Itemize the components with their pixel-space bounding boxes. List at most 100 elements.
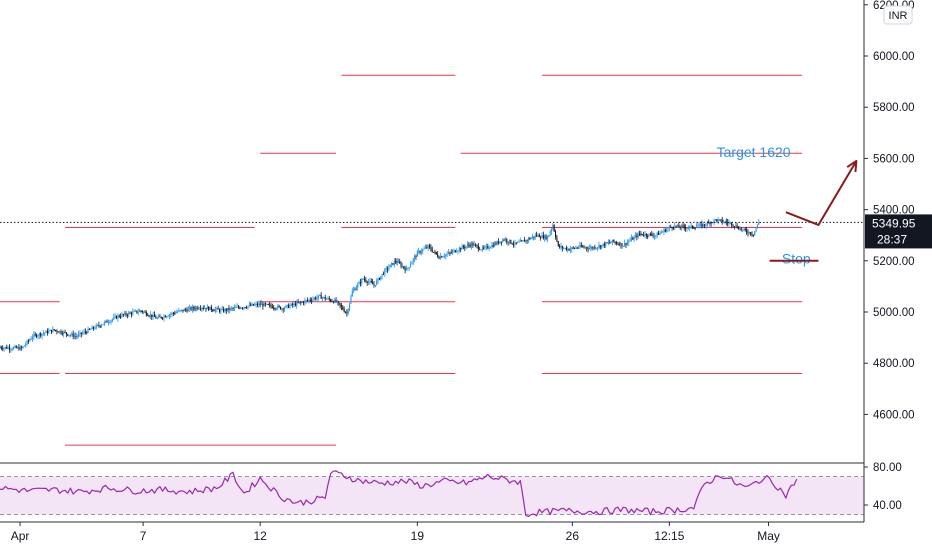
candle bbox=[336, 301, 338, 303]
candle bbox=[651, 233, 653, 236]
candle bbox=[133, 311, 135, 313]
candle bbox=[65, 332, 67, 335]
candle bbox=[221, 309, 223, 311]
candle bbox=[442, 256, 444, 258]
candle bbox=[758, 222, 760, 225]
candle bbox=[489, 247, 492, 249]
candle bbox=[682, 225, 684, 227]
candle bbox=[372, 282, 374, 285]
candle bbox=[97, 324, 99, 326]
candle bbox=[644, 233, 646, 236]
candle bbox=[270, 304, 272, 307]
rsi-band bbox=[0, 476, 864, 515]
candle bbox=[316, 297, 318, 300]
candle bbox=[217, 308, 219, 310]
candle bbox=[540, 237, 542, 239]
candle bbox=[689, 226, 691, 228]
candle bbox=[6, 347, 8, 349]
candle bbox=[320, 294, 322, 299]
candle bbox=[599, 245, 601, 248]
currency-badge[interactable] bbox=[883, 5, 913, 25]
candle bbox=[41, 333, 43, 336]
candle bbox=[450, 252, 452, 254]
candle bbox=[125, 312, 127, 315]
candle bbox=[129, 312, 131, 314]
candle bbox=[52, 329, 54, 333]
candle bbox=[23, 345, 25, 347]
candle bbox=[335, 299, 337, 302]
candle bbox=[231, 308, 233, 310]
candle bbox=[99, 325, 101, 327]
candle bbox=[735, 225, 737, 227]
candle bbox=[625, 243, 627, 245]
candle bbox=[750, 232, 752, 235]
candle bbox=[687, 227, 689, 229]
candle bbox=[427, 245, 429, 248]
candle bbox=[405, 268, 408, 271]
candle bbox=[590, 247, 592, 249]
candle bbox=[49, 329, 51, 331]
candle bbox=[267, 304, 269, 306]
candle bbox=[63, 331, 65, 335]
candle bbox=[40, 333, 42, 336]
candle bbox=[744, 228, 746, 231]
candle bbox=[552, 225, 554, 229]
candle bbox=[107, 322, 109, 324]
candle bbox=[259, 303, 261, 305]
rsi-tick-label: 80.00 bbox=[873, 462, 902, 474]
candle bbox=[252, 304, 254, 306]
y-tick-label: 4800.00 bbox=[873, 358, 915, 370]
candle bbox=[443, 256, 445, 258]
candle bbox=[507, 241, 509, 243]
candle bbox=[603, 243, 605, 246]
candle bbox=[80, 332, 82, 334]
candle bbox=[328, 298, 330, 300]
candle bbox=[640, 233, 642, 235]
candle bbox=[216, 308, 218, 310]
candle bbox=[449, 252, 451, 254]
candle bbox=[546, 237, 548, 240]
candle bbox=[294, 303, 296, 306]
candle bbox=[118, 315, 120, 317]
candle bbox=[255, 303, 257, 305]
candle bbox=[160, 316, 162, 318]
candle bbox=[376, 280, 378, 285]
candle bbox=[485, 246, 487, 248]
candle bbox=[210, 306, 212, 310]
candle bbox=[464, 247, 466, 249]
candle bbox=[404, 268, 406, 271]
candle bbox=[167, 316, 169, 318]
candle bbox=[338, 301, 340, 304]
candle bbox=[419, 251, 421, 253]
candle bbox=[145, 312, 147, 316]
candle bbox=[120, 316, 122, 318]
candle bbox=[534, 235, 536, 238]
candle bbox=[544, 235, 546, 239]
candle bbox=[461, 245, 463, 250]
candle bbox=[694, 227, 696, 229]
candle bbox=[456, 251, 458, 253]
candle bbox=[101, 325, 103, 327]
candle bbox=[563, 248, 565, 250]
candle bbox=[523, 240, 525, 242]
candle bbox=[140, 310, 142, 312]
candle bbox=[271, 306, 273, 308]
candle bbox=[679, 227, 681, 229]
candle bbox=[588, 248, 590, 250]
candle bbox=[44, 332, 46, 334]
candle bbox=[525, 240, 527, 242]
candle bbox=[685, 227, 687, 229]
candle bbox=[60, 331, 62, 334]
candle bbox=[103, 322, 105, 325]
candle bbox=[714, 219, 716, 221]
price-label-box bbox=[865, 214, 932, 249]
candle bbox=[115, 316, 118, 319]
candle bbox=[86, 332, 88, 334]
candle bbox=[311, 300, 313, 302]
candle bbox=[197, 307, 199, 309]
candle bbox=[494, 243, 496, 247]
candle bbox=[496, 241, 498, 245]
candle bbox=[602, 243, 604, 246]
y-tick-label: 5000.00 bbox=[873, 307, 915, 319]
candle bbox=[293, 303, 295, 305]
